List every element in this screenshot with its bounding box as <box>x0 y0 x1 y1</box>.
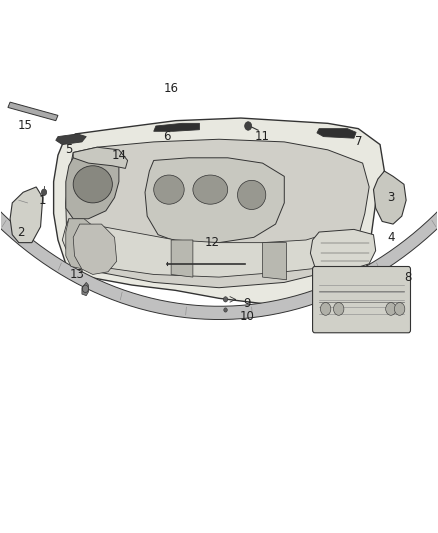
Text: 10: 10 <box>240 310 255 324</box>
Polygon shape <box>66 152 119 219</box>
Text: 14: 14 <box>111 149 127 161</box>
Text: 8: 8 <box>405 271 412 284</box>
Polygon shape <box>73 224 117 274</box>
Polygon shape <box>53 118 385 304</box>
Polygon shape <box>56 134 86 144</box>
Text: 9: 9 <box>244 297 251 310</box>
Polygon shape <box>10 187 43 243</box>
Circle shape <box>224 308 227 312</box>
Polygon shape <box>311 229 376 272</box>
Polygon shape <box>262 243 286 280</box>
Text: 15: 15 <box>18 119 33 133</box>
Text: 6: 6 <box>163 130 170 143</box>
Ellipse shape <box>237 180 266 209</box>
Circle shape <box>386 303 396 316</box>
Polygon shape <box>145 158 284 243</box>
Text: 1: 1 <box>39 193 46 207</box>
Circle shape <box>394 303 405 316</box>
Polygon shape <box>8 102 58 120</box>
Polygon shape <box>73 147 127 168</box>
Polygon shape <box>374 171 406 224</box>
Text: 5: 5 <box>65 143 73 156</box>
Polygon shape <box>66 219 97 269</box>
Text: 2: 2 <box>17 225 25 239</box>
Text: 13: 13 <box>70 268 85 281</box>
Circle shape <box>245 122 252 130</box>
Circle shape <box>333 303 344 316</box>
Text: 12: 12 <box>205 236 220 249</box>
Text: 16: 16 <box>164 83 179 95</box>
Circle shape <box>321 303 331 316</box>
Polygon shape <box>62 219 350 277</box>
Text: 7: 7 <box>354 135 362 148</box>
FancyBboxPatch shape <box>313 266 410 333</box>
Circle shape <box>223 297 228 302</box>
Text: 4: 4 <box>387 231 395 244</box>
Polygon shape <box>317 128 356 138</box>
Text: 11: 11 <box>255 130 270 143</box>
Ellipse shape <box>154 175 184 204</box>
Text: 3: 3 <box>387 191 395 204</box>
Polygon shape <box>82 282 88 296</box>
Ellipse shape <box>73 166 113 203</box>
Polygon shape <box>171 240 193 277</box>
Polygon shape <box>0 0 438 319</box>
Circle shape <box>42 189 47 196</box>
Ellipse shape <box>193 175 228 204</box>
Polygon shape <box>66 139 369 288</box>
Polygon shape <box>154 123 199 131</box>
